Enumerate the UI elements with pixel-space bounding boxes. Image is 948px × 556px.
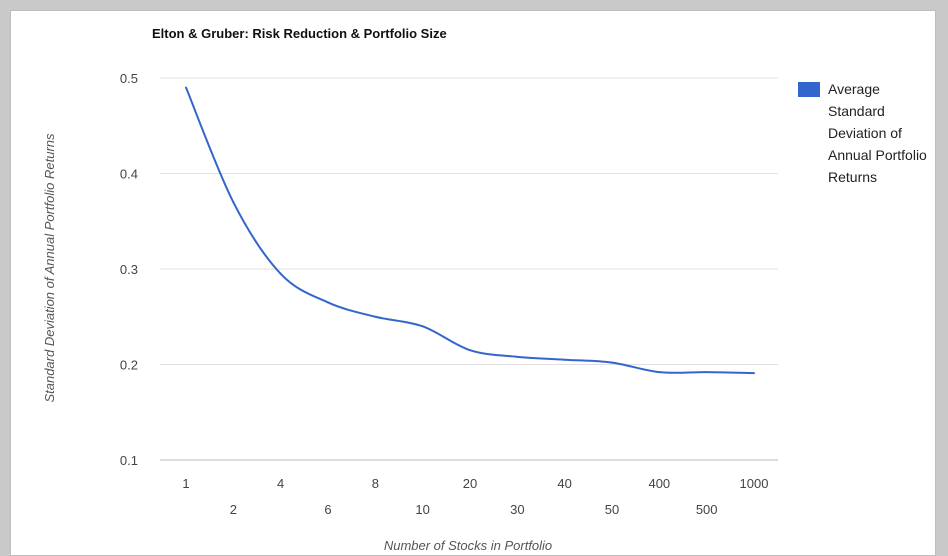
- y-tick-label: 0.5: [120, 71, 138, 86]
- x-tick-label: 30: [510, 502, 524, 517]
- data-point: [185, 86, 187, 89]
- data-point: [611, 361, 613, 364]
- data-point: [327, 301, 329, 304]
- y-tick-label: 0.4: [120, 167, 138, 182]
- data-point: [563, 358, 566, 361]
- y-tick-label: 0.1: [120, 453, 138, 468]
- x-tick-label: 1000: [740, 476, 769, 491]
- data-point: [753, 372, 755, 375]
- data-point: [279, 272, 282, 275]
- x-tick-label: 20: [463, 476, 477, 491]
- x-tick-label: 6: [324, 502, 331, 517]
- x-tick-label: 8: [372, 476, 379, 491]
- series-lines: [185, 86, 755, 375]
- data-point: [232, 201, 235, 204]
- x-tick-labels: 1 2 4 6 8 10 20 30 40 50 400 500 1000: [182, 476, 768, 517]
- x-tick-label: 40: [557, 476, 571, 491]
- x-tick-label: 4: [277, 476, 284, 491]
- data-point: [705, 371, 708, 374]
- x-tick-label: 1: [182, 476, 189, 491]
- chart-frame: [10, 10, 936, 556]
- y-tick-label: 0.3: [120, 262, 138, 277]
- chart-title: Elton & Gruber: Risk Reduction & Portfol…: [152, 26, 447, 41]
- x-tick-label: 2: [230, 502, 237, 517]
- x-tick-label: 10: [415, 502, 429, 517]
- data-point: [469, 349, 471, 352]
- data-point: [374, 315, 377, 318]
- x-axis-label: Number of Stocks in Portfolio: [383, 538, 553, 553]
- data-point: [658, 371, 661, 374]
- x-tick-label: 50: [605, 502, 619, 517]
- y-tick-label: 0.2: [120, 358, 138, 373]
- legend-label: Average Standard Deviation of Annual Por…: [828, 81, 927, 185]
- series-line: [185, 87, 755, 375]
- data-point: [421, 325, 424, 328]
- y-tick-labels: 0.5 0.4 0.3 0.2 0.1: [120, 71, 138, 468]
- legend-swatch: [798, 82, 820, 97]
- x-tick-label: 400: [648, 476, 670, 491]
- x-tick-label: 500: [696, 502, 718, 517]
- grid-lines: [160, 77, 778, 461]
- data-point: [516, 355, 519, 358]
- y-axis-label: Standard Deviation of Annual Portfolio R…: [42, 133, 57, 403]
